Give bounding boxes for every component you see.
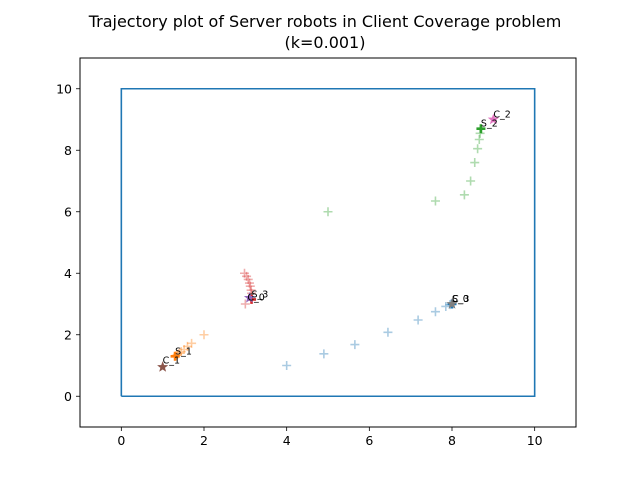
- server-0-trail-marker: [319, 349, 329, 359]
- axes-frame: [79, 57, 577, 428]
- server-1-trail-marker: [179, 345, 189, 355]
- client-2-star: [487, 113, 499, 125]
- y-tick-label: 6: [64, 204, 72, 219]
- server-3-trail-marker: [245, 281, 255, 291]
- x-tick-label: 2: [200, 433, 208, 448]
- y-tick-label: 8: [64, 143, 72, 158]
- server-2-final-marker: [476, 124, 486, 134]
- annotation-label: S_2: [481, 119, 498, 130]
- server-2-trail-marker: [430, 196, 440, 206]
- server-2-trail-marker: [323, 207, 333, 217]
- client-3-star: [446, 298, 458, 309]
- y-tick-label: 10: [56, 81, 72, 96]
- x-tick-label: 4: [283, 433, 291, 448]
- server-3-trail-marker: [246, 285, 256, 295]
- annotation-label: C_3: [452, 294, 469, 305]
- server-3-trail-marker: [240, 268, 250, 278]
- server-0-trail-marker: [441, 301, 451, 311]
- server-0-trail-marker: [282, 361, 292, 370]
- y-tick-label: 4: [64, 266, 72, 281]
- server-0-trail-marker: [350, 340, 360, 350]
- annotation-label: S_0: [452, 294, 469, 305]
- server-1-trail-marker: [187, 338, 197, 348]
- coverage-boundary-line: [120, 87, 536, 398]
- annotation-label: C_0: [247, 292, 264, 303]
- annotation-label: S_3: [252, 289, 269, 300]
- server-3-trail-marker: [244, 278, 254, 288]
- annotation-label: C_2: [493, 110, 510, 121]
- server-0-trail-marker: [413, 315, 423, 325]
- server-3-trail-marker: [243, 274, 253, 284]
- x-tick-label: 6: [365, 433, 373, 448]
- chart-title-line2: (k=0.001): [285, 33, 366, 52]
- server-1-trail-marker: [182, 341, 192, 351]
- server-2-trail-marker: [473, 144, 483, 154]
- server-0-trail-marker: [430, 307, 440, 317]
- annotation-label: C_1: [163, 356, 180, 367]
- server-3-trail-marker: [242, 271, 252, 281]
- x-tick-label: 10: [527, 433, 543, 448]
- server-2-trail-marker: [470, 158, 480, 168]
- y-tick-label: 2: [64, 327, 72, 342]
- y-tick-label: 0: [64, 389, 72, 404]
- server-2-trail-marker: [474, 134, 484, 144]
- server-1-trail-marker: [176, 347, 186, 357]
- server-3-trail-marker: [240, 299, 250, 309]
- client-1-star: [157, 361, 169, 372]
- chart-title-line1: Trajectory plot of Server robots in Clie…: [88, 12, 562, 31]
- server-2-trail-marker: [459, 190, 469, 200]
- client-0-star: [243, 291, 256, 303]
- plot-area: 0 2 4 6 8 10 0 2 4 6 8 10 S_0 S_1 S_2 S_3C_0 C_1 C_2 C_3: [56, 57, 577, 448]
- server-1-final-marker: [170, 351, 180, 361]
- server-1-trail-marker: [199, 330, 209, 340]
- annotation-label: S_1: [175, 346, 192, 357]
- x-tick-label: 0: [117, 433, 125, 448]
- server-0-trail-marker: [383, 327, 393, 337]
- x-tick-label: 8: [448, 433, 456, 448]
- server-2-trail-marker: [466, 176, 476, 186]
